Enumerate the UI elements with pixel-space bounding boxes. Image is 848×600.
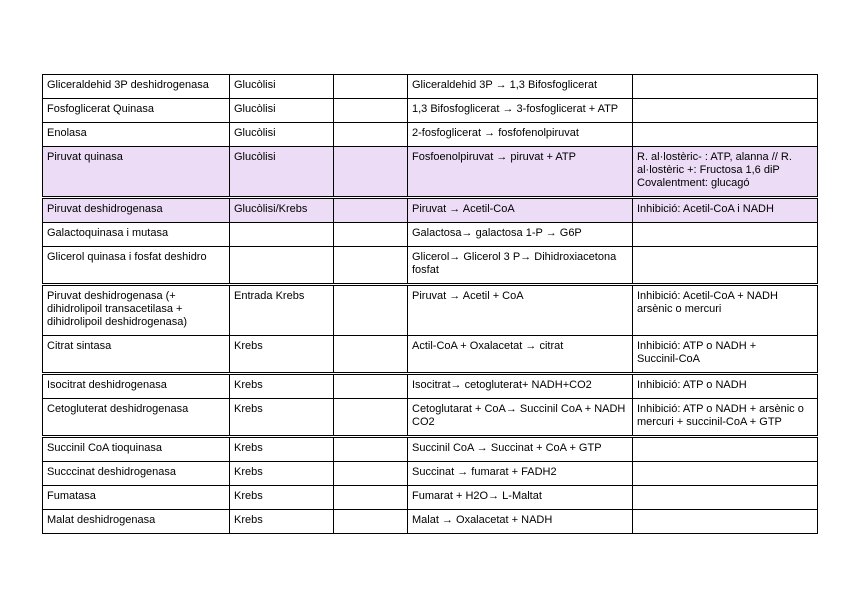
table-row: Gliceraldehid 3P deshidrogenasa Glucòlisi… <box>42 74 818 99</box>
cell-pathway: Entrada Krebs <box>229 284 334 336</box>
cell-pathway: Krebs <box>229 485 334 510</box>
table-row: Malat deshidrogenasa Krebs Malat → Oxalace… <box>42 509 818 534</box>
cell-enzyme: Cetogluterat deshidrogenasa <box>42 398 230 438</box>
cell-pathway: Krebs <box>229 398 334 438</box>
cell-reaction: Fosfoenolpiruvat → piruvat + ATP <box>407 146 633 199</box>
cell-reaction: Piruvat → Acetil + CoA <box>407 284 633 336</box>
cell-enzyme: Enolasa <box>42 122 230 147</box>
cell-reaction: Malat → Oxalacetat + NADH <box>407 509 633 534</box>
cell-pathway <box>229 246 334 286</box>
cell-spacer <box>333 197 408 223</box>
cell-spacer <box>333 509 408 534</box>
table-row: Enolasa Glucòlisi 2-fosfoglicerat → fosfof… <box>42 122 818 147</box>
cell-regulation: Inhibició: ATP o NADH <box>632 373 818 399</box>
table-row: Citrat sintasa Krebs Actil-CoA + Oxalaceta… <box>42 335 818 375</box>
cell-spacer <box>333 461 408 486</box>
cell-pathway: Glucòlisi <box>229 146 334 199</box>
table-row: Piruvat quinasa Glucòlisi Fosfoenolpiruvat… <box>42 146 818 199</box>
cell-spacer <box>333 436 408 462</box>
cell-regulation: Inhibició: Acetil-CoA i NADH <box>632 197 818 223</box>
cell-regulation <box>632 98 818 123</box>
cell-spacer <box>333 74 408 99</box>
cell-reaction: Glicerol→ Glicerol 3 P→ Dihidroxiacetona… <box>407 246 633 286</box>
table-row: Succinil CoA tioquinasa Krebs Succinil CoA… <box>42 436 818 462</box>
cell-enzyme: Succinil CoA tioquinasa <box>42 436 230 462</box>
cell-spacer <box>333 122 408 147</box>
cell-enzyme: Gliceraldehid 3P deshidrogenasa <box>42 74 230 99</box>
table-row: Succcinat deshidrogenasa Krebs Succinat → … <box>42 461 818 486</box>
table-row: Fumatasa Krebs Fumarat + H2O→ L-Maltat <box>42 485 818 510</box>
table-row: Glicerol quinasa i fosfat deshidro Glicer… <box>42 246 818 286</box>
cell-regulation <box>632 461 818 486</box>
cell-reaction: Fumarat + H2O→ L-Maltat <box>407 485 633 510</box>
table-row: Cetogluterat deshidrogenasa Krebs Cetoglut… <box>42 398 818 438</box>
cell-pathway: Krebs <box>229 373 334 399</box>
cell-enzyme: Succcinat deshidrogenasa <box>42 461 230 486</box>
cell-pathway: Glucòlisi <box>229 98 334 123</box>
cell-enzyme: Piruvat deshidrogenasa (+ dihidrolipoil … <box>42 284 230 336</box>
cell-regulation <box>632 122 818 147</box>
cell-enzyme: Galactoquinasa i mutasa <box>42 222 230 247</box>
cell-spacer <box>333 222 408 247</box>
cell-enzyme: Piruvat deshidrogenasa <box>42 197 230 223</box>
cell-spacer <box>333 373 408 399</box>
table-row: Galactoquinasa i mutasa Galactosa→ galact… <box>42 222 818 247</box>
cell-enzyme: Glicerol quinasa i fosfat deshidro <box>42 246 230 286</box>
cell-spacer <box>333 485 408 510</box>
cell-regulation <box>632 436 818 462</box>
cell-enzyme: Fumatasa <box>42 485 230 510</box>
table-row: Piruvat deshidrogenasa (+ dihidrolipoil … <box>42 284 818 336</box>
cell-reaction: Gliceraldehid 3P → 1,3 Bifosfoglicerat <box>407 74 633 99</box>
cell-enzyme: Citrat sintasa <box>42 335 230 375</box>
cell-reaction: 1,3 Bifosfoglicerat → 3-fosfoglicerat + … <box>407 98 633 123</box>
cell-reaction: Actil-CoA + Oxalacetat → citrat <box>407 335 633 375</box>
cell-regulation <box>632 222 818 247</box>
cell-reaction: 2-fosfoglicerat → fosfofenolpiruvat <box>407 122 633 147</box>
cell-spacer <box>333 398 408 438</box>
cell-spacer <box>333 335 408 375</box>
cell-regulation <box>632 246 818 286</box>
cell-regulation <box>632 485 818 510</box>
cell-reaction: Isocitrat→ cetogluterat+ NADH+CO2 <box>407 373 633 399</box>
cell-pathway: Krebs <box>229 436 334 462</box>
cell-enzyme: Fosfoglicerat Quinasa <box>42 98 230 123</box>
cell-reaction: Galactosa→ galactosa 1-P → G6P <box>407 222 633 247</box>
cell-reaction: Succinil CoA → Succinat + CoA + GTP <box>407 436 633 462</box>
cell-reaction: Succinat → fumarat + FADH2 <box>407 461 633 486</box>
table-row: Piruvat deshidrogenasa Glucòlisi/Krebs Pir… <box>42 197 818 223</box>
table-row: Fosfoglicerat Quinasa Glucòlisi 1,3 Bifosf… <box>42 98 818 123</box>
cell-spacer <box>333 146 408 199</box>
cell-regulation: Inhibició: ATP o NADH + arsènic o mercur… <box>632 398 818 438</box>
cell-regulation: Inhibició: ATP o NADH + Succinil-CoA <box>632 335 818 375</box>
cell-regulation: Inhibició: Acetil-CoA + NADH arsènic o m… <box>632 284 818 336</box>
cell-spacer <box>333 246 408 286</box>
cell-regulation <box>632 509 818 534</box>
cell-reaction: Piruvat → Acetil-CoA <box>407 197 633 223</box>
enzymes-table-body: Gliceraldehid 3P deshidrogenasa Glucòlisi… <box>42 74 818 534</box>
cell-enzyme: Piruvat quinasa <box>42 146 230 199</box>
cell-pathway: Glucòlisi/Krebs <box>229 197 334 223</box>
cell-pathway: Krebs <box>229 509 334 534</box>
cell-spacer <box>333 98 408 123</box>
cell-enzyme: Isocitrat deshidrogenasa <box>42 373 230 399</box>
table-row: Isocitrat deshidrogenasa Krebs Isocitrat→ … <box>42 373 818 399</box>
cell-pathway <box>229 222 334 247</box>
cell-pathway: Glucòlisi <box>229 122 334 147</box>
cell-pathway: Krebs <box>229 335 334 375</box>
cell-regulation: R. al·lostèric- : ATP, alanna // R. al·l… <box>632 146 818 199</box>
enzymes-table: Gliceraldehid 3P deshidrogenasa Glucòlisi… <box>42 74 818 534</box>
cell-reaction: Cetoglutarat + CoA→ Succinil CoA + NADH … <box>407 398 633 438</box>
cell-regulation <box>632 74 818 99</box>
cell-pathway: Glucòlisi <box>229 74 334 99</box>
cell-enzyme: Malat deshidrogenasa <box>42 509 230 534</box>
cell-spacer <box>333 284 408 336</box>
cell-pathway: Krebs <box>229 461 334 486</box>
